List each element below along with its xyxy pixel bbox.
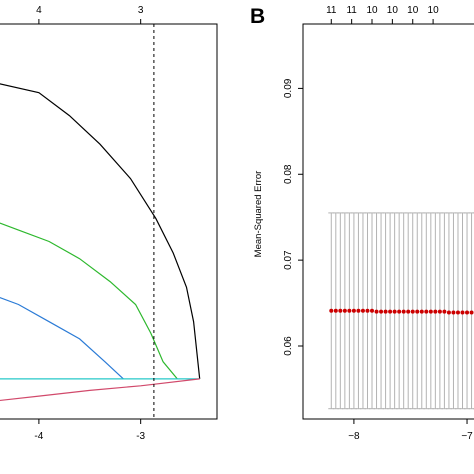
panel-b-y-tick-label-2: 0.07 (283, 250, 294, 270)
mse-point-23 (428, 309, 433, 314)
panel-b-y-tick-label-1: 0.06 (283, 336, 294, 356)
mse-point-11 (374, 309, 379, 314)
coefficient-path-3 (0, 296, 124, 380)
panel-b-plot-frame (302, 23, 474, 420)
mse-point-19 (410, 309, 415, 314)
panel-b-cross-validation: B 11 11 10 10 10 10 0.06 0.07 0.08 0.09 −8 −7 Mea… (250, 5, 474, 442)
panel-b-top-tick-label-3: 10 (366, 5, 378, 16)
panel-a-x-tick-label-2: -3 (136, 431, 145, 442)
panel-label-b: B (250, 5, 265, 28)
mse-point-12 (379, 309, 384, 314)
mse-point-10 (370, 308, 375, 313)
panel-b-top-tick-label-5: 10 (407, 5, 419, 16)
mse-point-26 (442, 309, 447, 314)
mse-point-25 (437, 309, 442, 314)
mse-point-8 (360, 308, 365, 313)
coefficient-path-2 (0, 222, 178, 380)
panel-b-x-tick-label-1: −8 (348, 431, 360, 442)
coefficient-path-5 (0, 378, 200, 402)
panel-b-mse-points (329, 308, 474, 315)
mse-point-1 (329, 308, 334, 313)
mse-point-32 (469, 310, 474, 315)
panel-a-x-tick-label-1: -4 (34, 431, 43, 442)
mse-point-17 (401, 309, 406, 314)
panel-b-y-ticks: 0.06 0.07 0.08 0.09 (283, 78, 303, 356)
mse-point-21 (419, 309, 424, 314)
panel-a-plot-frame (0, 23, 218, 420)
panel-b-x-tick-label-2: −7 (461, 431, 473, 442)
panel-a-coefficient-paths (0, 83, 201, 402)
mse-point-15 (392, 309, 397, 314)
panel-b-top-tick-label-2: 11 (346, 5, 357, 16)
mse-point-29 (455, 310, 460, 315)
mse-point-14 (388, 309, 393, 314)
panel-b-x-ticks: −8 −7 (348, 419, 473, 442)
panel-b-top-tick-label-1: 11 (326, 5, 337, 16)
panel-b-top-tick-label-6: 10 (428, 5, 440, 16)
mse-point-30 (460, 310, 465, 315)
mse-point-31 (465, 310, 470, 315)
mse-point-28 (451, 310, 456, 315)
mse-point-7 (356, 308, 361, 313)
panel-b-y-tick-label-3: 0.08 (283, 164, 294, 184)
mse-point-2 (333, 308, 338, 313)
mse-point-5 (347, 308, 352, 313)
panel-a-top-tick-label-1: 4 (36, 5, 42, 16)
panel-a-top-tick-label-2: 3 (138, 5, 144, 16)
mse-point-3 (338, 308, 343, 313)
mse-point-27 (446, 310, 451, 315)
mse-point-9 (365, 308, 370, 313)
mse-point-16 (397, 309, 402, 314)
panel-b-y-tick-label-4: 0.09 (283, 78, 294, 98)
coefficient-path-1 (0, 83, 201, 379)
panel-a-x-ticks: -4 -3 (34, 419, 146, 442)
mse-point-6 (351, 308, 356, 313)
mse-point-18 (406, 309, 411, 314)
mse-point-20 (415, 309, 420, 314)
mse-point-22 (424, 309, 429, 314)
panel-b-y-axis-label: Mean-Squared Error (253, 171, 264, 258)
mse-point-13 (383, 309, 388, 314)
panel-b-top-tick-label-4: 10 (387, 5, 399, 16)
mse-point-4 (342, 308, 347, 313)
mse-point-24 (433, 309, 438, 314)
panel-b-top-axis-labels: 11 11 10 10 10 10 (326, 5, 439, 24)
